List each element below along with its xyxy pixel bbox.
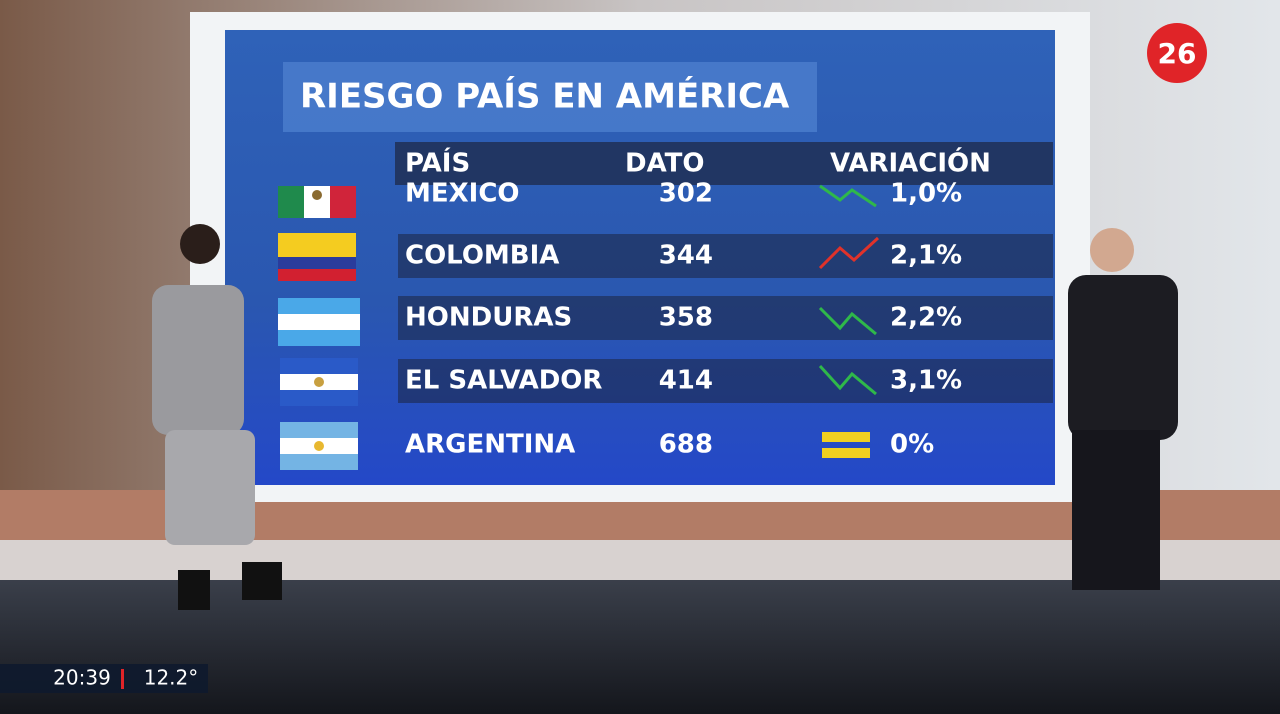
country: MEXICO — [405, 179, 520, 209]
ticker-box — [0, 664, 208, 693]
variation: 3,1% — [890, 366, 962, 396]
variation: 2,2% — [890, 303, 962, 333]
country: EL SALVADOR — [405, 366, 602, 396]
trend-down-icon — [818, 306, 877, 336]
flag-honduras — [278, 298, 360, 346]
clock: 20:39 — [53, 666, 111, 690]
floor — [0, 580, 1280, 714]
country: HONDURAS — [405, 303, 572, 333]
risk-value: 414 — [659, 366, 713, 396]
trend-equal-icon — [822, 432, 870, 458]
presenter-left — [152, 224, 282, 610]
flag-colombia — [278, 233, 356, 281]
rows: MEXICO 302 1,0% COLOMBIA 344 2,1% HONDURAS 358 2… — [398, 179, 1053, 460]
country: COLOMBIA — [405, 241, 559, 271]
platform — [0, 540, 1280, 580]
logo-text: 26 — [1158, 37, 1197, 70]
row-bar — [398, 359, 1053, 403]
title-box — [283, 62, 817, 132]
col-header: PAÍS — [405, 147, 470, 179]
row-bar — [398, 234, 1053, 278]
flag-el-salvador — [280, 358, 358, 406]
flag-argentina — [280, 422, 358, 470]
channel-logo — [1147, 23, 1207, 83]
variation: 1,0% — [890, 179, 962, 209]
trend-down-icon — [818, 364, 877, 396]
col-header: DATO — [625, 149, 705, 179]
ticker-divider — [121, 669, 124, 689]
col-header: VARIACIÓN — [830, 147, 991, 179]
variation: 0% — [890, 430, 934, 460]
header-bar — [395, 142, 1053, 185]
risk-value: 344 — [659, 241, 713, 271]
trend-up-icon — [818, 236, 880, 270]
risk-value: 688 — [659, 430, 713, 460]
title: RIESGO PAÍS EN AMÉRICA — [300, 76, 790, 117]
variation: 2,1% — [890, 241, 962, 271]
presenter-right — [1068, 228, 1178, 590]
flag-mexico — [278, 186, 356, 218]
risk-value: 358 — [659, 303, 713, 333]
risk-value: 302 — [659, 179, 713, 209]
screen: RIESGO PAÍS EN AMÉRICA PAÍS DATO VARIACI… — [225, 30, 1055, 485]
temperature: 12.2° — [144, 666, 199, 690]
country: ARGENTINA — [405, 430, 575, 460]
row-bar — [398, 296, 1053, 340]
trend-down-icon — [819, 184, 877, 208]
